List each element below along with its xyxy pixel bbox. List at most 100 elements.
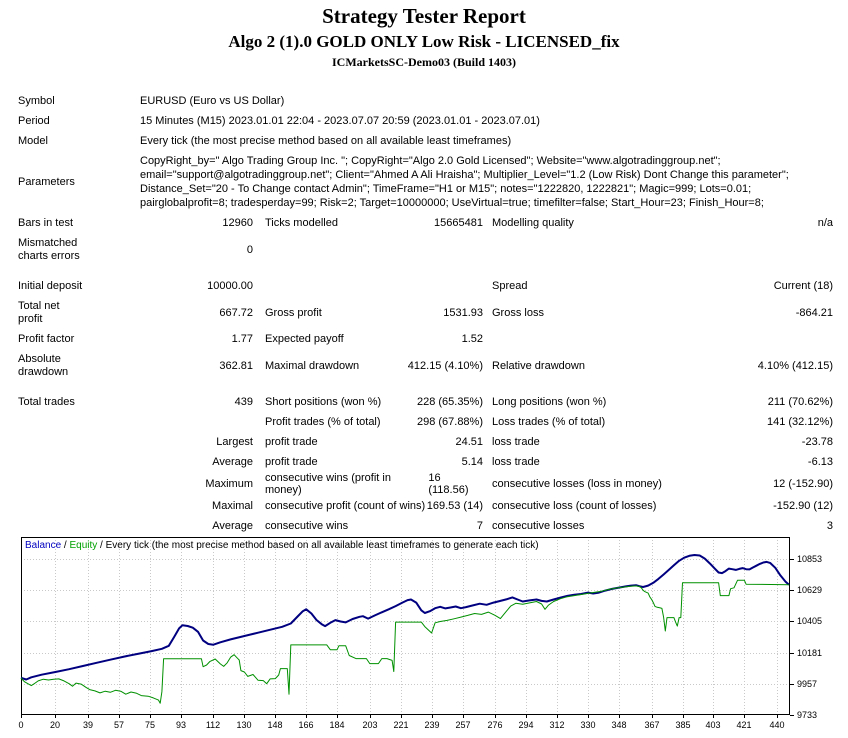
x-tick-label: 367 <box>644 720 659 730</box>
y-tick-label: 9957 <box>797 679 817 689</box>
x-tick-label: 348 <box>611 720 626 730</box>
cell-pair: consecutive losses 3 <box>492 520 833 532</box>
x-tick-label: 203 <box>362 720 377 730</box>
x-tick-label: 440 <box>769 720 784 730</box>
cell-value: Average <box>212 520 253 532</box>
cell-value: 5.14 <box>461 456 483 468</box>
cell-value-wide: CopyRight_by=" Algo Trading Group Inc. "… <box>140 155 789 209</box>
cell-pair: Short positions (won %) 228 (65.35%) <box>265 396 483 408</box>
cell-value-wide: EURUSD (Euro vs US Dollar) <box>140 95 285 107</box>
report-row: Average consecutive wins 7 consecutive loss… <box>0 516 848 536</box>
cell-value: Average <box>212 456 253 468</box>
page-title: Strategy Tester Report <box>322 4 526 28</box>
cell-label: Period <box>18 114 50 127</box>
x-tick-label: 385 <box>675 720 690 730</box>
cell-value: -864.21 <box>795 306 833 319</box>
cell-label: Profit trades (% of total) <box>265 416 381 428</box>
cell-pair: Expected payoff 1.52 <box>265 333 483 345</box>
cell-label: consecutive losses (loss in money) <box>492 478 662 490</box>
cell-value: 298 (67.88%) <box>416 416 483 428</box>
x-tick-label: 93 <box>176 720 186 730</box>
report-header: Strategy Tester Report Algo 2 (1).0 GOLD… <box>0 0 848 70</box>
cell-value: 412.15 (4.10%) <box>407 359 483 372</box>
legend-description: Every tick (the most precise method base… <box>105 540 539 551</box>
cell-value: n/a <box>817 217 833 229</box>
equity-line <box>20 579 790 704</box>
report-row: Period 15 Minutes (M15) 2023.01.01 22:04 … <box>0 111 848 131</box>
report-row: Parameters CopyRight_by=" Algo Trading Gr… <box>0 151 848 213</box>
cell-value-wide: 15 Minutes (M15) 2023.01.01 22:04 - 2023… <box>140 115 540 127</box>
legend-separator: / <box>61 540 70 551</box>
report-row: Profit trades (% of total) 298 (67.88%) Lo… <box>0 412 848 432</box>
y-tick-label: 10405 <box>797 616 822 626</box>
report-row: Absolute drawdown 362.81 Maximal drawdown 4… <box>0 349 848 382</box>
x-tick-label: 276 <box>487 720 502 730</box>
cell-label: Initial deposit <box>18 279 83 292</box>
report-row: Initial deposit 10000.00 Spread Current (18… <box>0 276 848 296</box>
cell-label: consecutive wins <box>265 520 349 532</box>
cell-value: -152.90 (12) <box>773 500 833 512</box>
x-tick-label: 166 <box>298 720 313 730</box>
cell-value: 211 (70.62%) <box>767 396 833 408</box>
cell-value: 7 <box>476 520 483 532</box>
cell-label: Long positions (won %) <box>492 396 607 408</box>
cell-value: Maximum <box>205 478 253 490</box>
x-tick-label: 312 <box>549 720 564 730</box>
cell-label: consecutive losses <box>492 520 585 532</box>
x-tick-label: 0 <box>18 720 23 730</box>
cell-pair: consecutive losses (loss in money) 12 (-1… <box>492 478 833 490</box>
cell-label: Profit factor <box>18 332 75 345</box>
cell-pair: Relative drawdown 4.10% (412.15) <box>492 360 833 372</box>
cell-pair: Long positions (won %) 211 (70.62%) <box>492 396 833 408</box>
report-row: Symbol EURUSD (Euro vs US Dollar) <box>0 91 848 111</box>
cell-value: 228 (65.35%) <box>416 396 483 408</box>
legend-balance-label: Balance <box>25 540 62 551</box>
x-tick-label: 39 <box>83 720 93 730</box>
cell-value: 12960 <box>222 217 253 229</box>
cell-label: Spread <box>492 280 528 292</box>
x-tick-label: 57 <box>114 720 124 730</box>
cell-pair: Profit trades (% of total) 298 (67.88%) <box>265 416 483 428</box>
report-row: Model Every tick (the most precise method… <box>0 131 848 151</box>
y-tick-label: 10181 <box>797 648 822 658</box>
cell-pair: Spread Current (18) <box>492 280 833 292</box>
cell-value: 15665481 <box>434 217 483 229</box>
cell-pair: Ticks modelled 15665481 <box>265 217 483 229</box>
cell-label: Parameters <box>18 175 75 188</box>
chart-border <box>21 537 790 715</box>
cell-pair: consecutive loss (count of losses) -152.9… <box>492 500 833 512</box>
legend-separator: / <box>97 540 106 551</box>
x-tick-label: 130 <box>236 720 251 730</box>
cell-pair: profit trade 5.14 <box>265 456 483 468</box>
cell-pair: consecutive wins 7 <box>265 520 483 532</box>
server-build: ICMarketsSC-Demo03 (Build 1403) <box>332 55 516 69</box>
cell-label: Relative drawdown <box>492 359 585 372</box>
report-subtitle: Algo 2 (1).0 GOLD ONLY Low Risk - LICENS… <box>228 32 620 51</box>
y-tick-label: 10629 <box>797 585 822 595</box>
cell-label: Short positions (won %) <box>265 396 382 408</box>
cell-label: Loss trades (% of total) <box>492 416 606 428</box>
cell-pair: loss trade -6.13 <box>492 456 833 468</box>
cell-value: 4.10% (412.15) <box>757 359 833 372</box>
cell-pair: loss trade -23.78 <box>492 436 833 448</box>
cell-value: -6.13 <box>807 456 833 468</box>
balance-line <box>20 554 790 681</box>
cell-label: loss trade <box>492 436 540 448</box>
report-row: Total net profit 667.72 Gross profit 1531.9… <box>0 296 848 329</box>
report-row: Bars in test 12960 Ticks modelled 15665481 M… <box>0 213 848 233</box>
cell-label: profit trade <box>265 456 318 468</box>
report-row: Largest profit trade 24.51 loss trade -23.78 <box>0 432 848 452</box>
cell-value: 1531.93 <box>443 306 483 319</box>
cell-pair: Loss trades (% of total) 141 (32.12%) <box>492 416 833 428</box>
cell-value: -23.78 <box>801 436 833 448</box>
report-row: Total trades 439 Short positions (won %) 22… <box>0 392 848 412</box>
cell-value: 1.52 <box>461 333 483 345</box>
cell-label: Mismatched charts errors <box>18 236 80 262</box>
x-tick-label: 239 <box>424 720 439 730</box>
cell-pair: Gross profit 1531.93 <box>265 307 483 319</box>
y-tick-label: 10853 <box>797 554 822 564</box>
cell-value-wide: Every tick (the most precise method base… <box>140 135 512 147</box>
cell-label: consecutive profit (count of wins) <box>265 500 426 512</box>
cell-value: 24.51 <box>455 436 483 448</box>
